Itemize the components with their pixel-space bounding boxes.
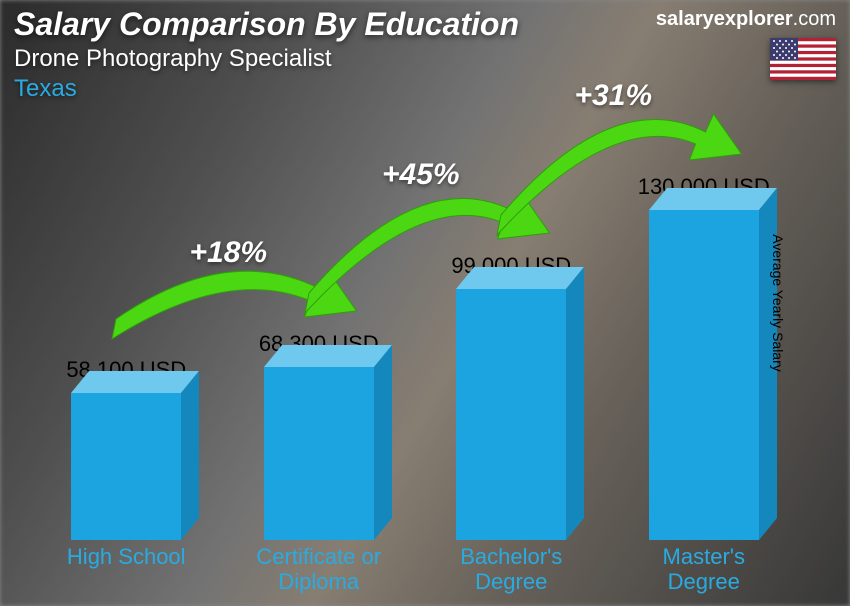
bar-side-face <box>181 371 199 518</box>
us-flag-icon <box>770 38 836 80</box>
chart-subtitle: Drone Photography Specialist <box>14 45 836 73</box>
bar <box>264 367 374 540</box>
category-label: Bachelor'sDegree <box>415 540 608 592</box>
increase-pct-label: +18% <box>190 236 268 270</box>
category-labels-row: High SchoolCertificate orDiplomaBachelor… <box>30 540 800 592</box>
y-axis-label: Average Yearly Salary <box>769 234 785 372</box>
bar <box>71 393 181 540</box>
bar-side-face <box>374 345 392 518</box>
bar-top-face <box>71 371 199 393</box>
category-label: Master'sDegree <box>608 540 801 592</box>
category-label: Certificate orDiploma <box>223 540 416 592</box>
brand-logo: salaryexplorer.com <box>656 8 836 31</box>
chart-location: Texas <box>14 75 836 103</box>
brand-name: salaryexplorer <box>656 8 793 30</box>
increase-pct-label: +45% <box>382 158 460 192</box>
brand-suffix: .com <box>793 8 836 30</box>
bar-chart: 58,100 USD68,300 USD99,000 USD130,000 US… <box>30 140 800 592</box>
category-label: High School <box>30 540 223 592</box>
bar-slot: 58,100 USD <box>30 357 223 540</box>
